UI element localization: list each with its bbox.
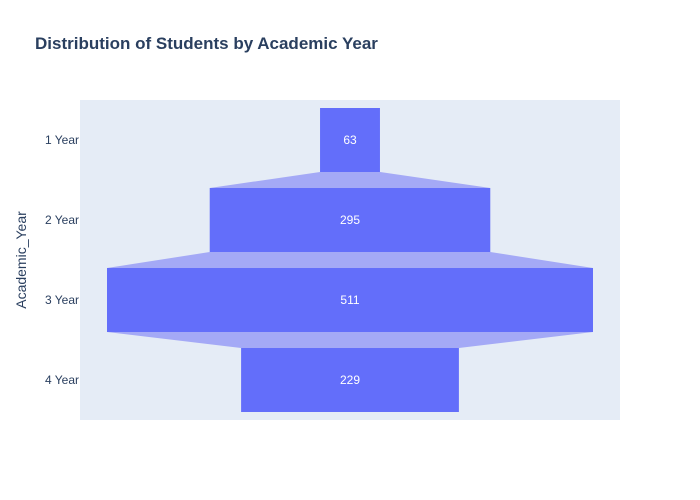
value-labels: 63 295 511 229	[340, 133, 360, 387]
value-label: 511	[340, 293, 359, 307]
y-tick-label: 3 Year	[45, 293, 79, 307]
funnel-bar	[241, 348, 459, 412]
funnel-connector	[209, 172, 491, 188]
funnel-connector	[107, 332, 593, 348]
y-tick-label: 2 Year	[45, 213, 79, 227]
funnel-bar	[209, 188, 491, 252]
y-axis-title: Academic_Year	[13, 211, 29, 309]
value-label: 63	[343, 133, 357, 147]
y-tick-labels: 1 Year 2 Year 3 Year 4 Year	[45, 133, 79, 387]
chart-title: Distribution of Students by Academic Yea…	[35, 34, 378, 53]
funnel-bars	[107, 108, 593, 412]
funnel-connector	[107, 252, 593, 268]
y-tick-label: 4 Year	[45, 373, 79, 387]
funnel-bar	[320, 108, 380, 172]
funnel-bar	[107, 268, 593, 332]
y-tick-label: 1 Year	[45, 133, 79, 147]
value-label: 229	[340, 373, 360, 387]
funnel-connectors	[107, 172, 593, 348]
value-label: 295	[340, 213, 360, 227]
